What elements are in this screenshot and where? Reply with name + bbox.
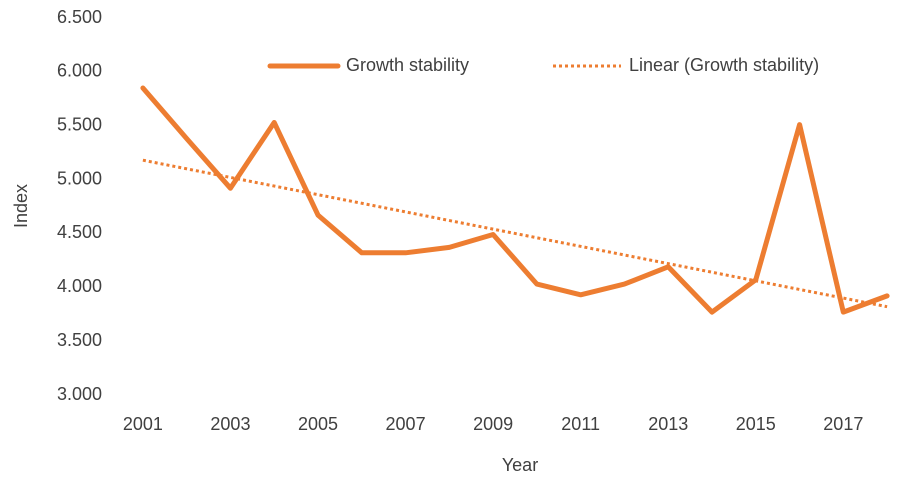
line	[140, 85, 890, 315]
x-tick-label: 2015	[736, 414, 776, 434]
x-tick-label: 2013	[648, 414, 688, 434]
x-tick-label: 2005	[298, 414, 338, 434]
y-tick-label: 6.000	[57, 61, 102, 81]
y-axis-label: Index	[11, 184, 31, 228]
y-tick-label: 4.500	[57, 222, 102, 242]
y-tick-label: 6.500	[57, 7, 102, 27]
trend-line	[142, 158, 888, 309]
x-tick-label: 2007	[386, 414, 426, 434]
x-tick-label: 2017	[823, 414, 863, 434]
x-tick-label: 2011	[561, 414, 600, 434]
y-tick-label: 3.500	[57, 330, 102, 350]
x-axis-label: Year	[502, 455, 538, 475]
y-tick-label: 3.000	[57, 384, 102, 404]
x-tick-label: 2003	[210, 414, 250, 434]
y-tick-label: 5.500	[57, 114, 102, 134]
legend-label: Growth stability	[346, 55, 469, 75]
x-tick-label: 2009	[473, 414, 513, 434]
x-tick-label: 2001	[123, 414, 163, 434]
legend-label: Linear (Growth stability)	[629, 55, 819, 75]
y-tick-label: 4.000	[57, 276, 102, 296]
y-tick-label: 5.000	[57, 168, 102, 188]
